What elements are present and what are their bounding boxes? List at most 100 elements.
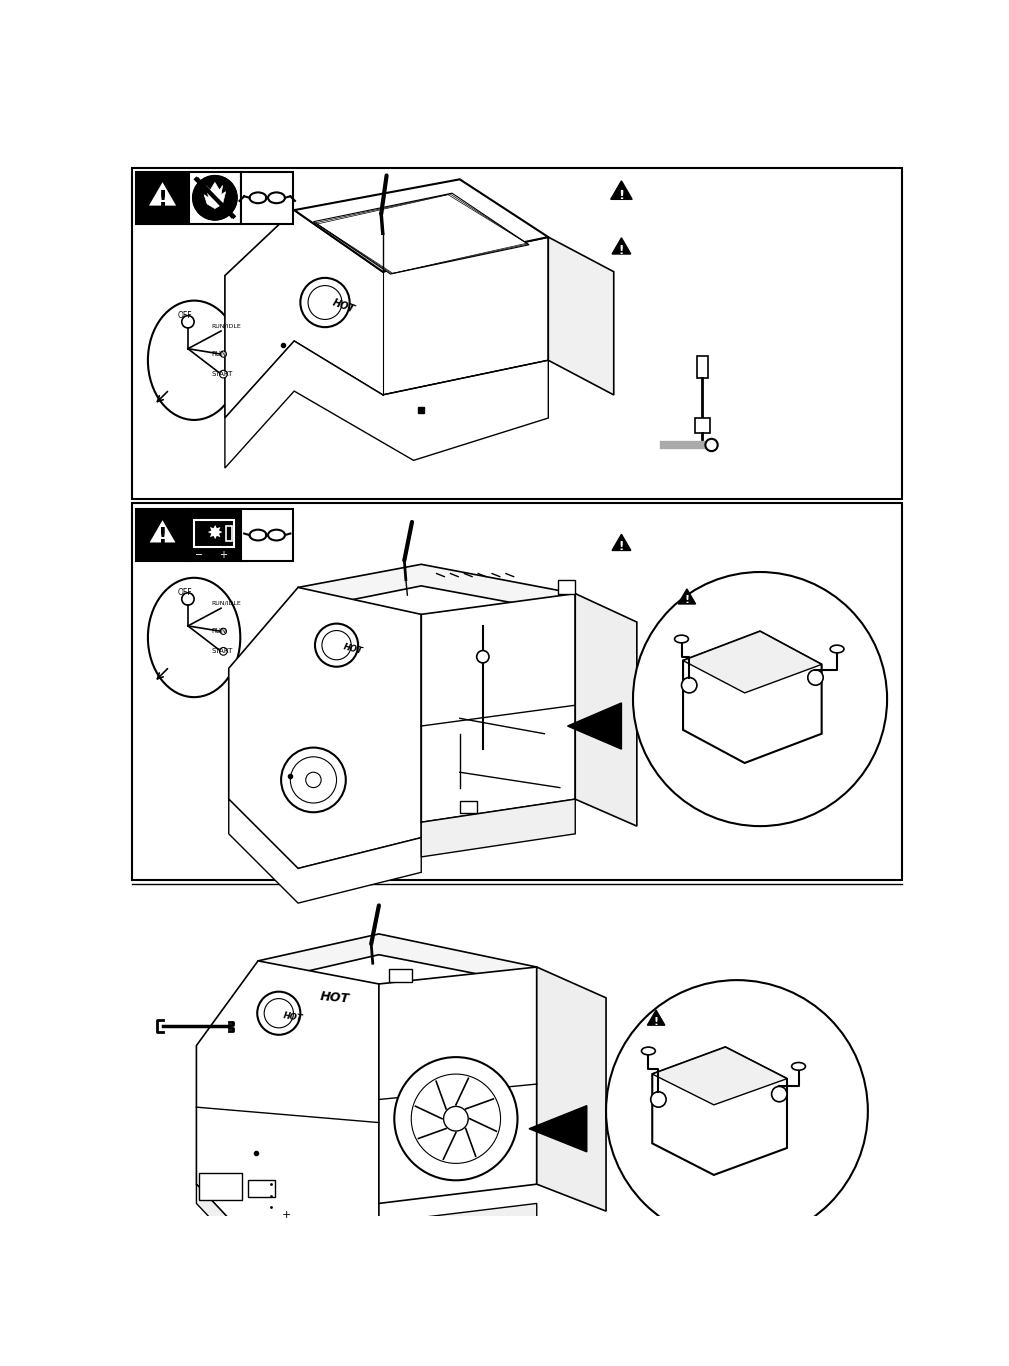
Text: +: + xyxy=(282,1210,292,1220)
Bar xyxy=(132,503,902,880)
Circle shape xyxy=(220,628,226,634)
Text: RUN: RUN xyxy=(211,628,226,634)
Polygon shape xyxy=(229,587,421,869)
Text: RUN/IDLE: RUN/IDLE xyxy=(211,600,241,605)
Polygon shape xyxy=(314,193,529,275)
Bar xyxy=(136,510,189,561)
Text: HOT: HOT xyxy=(283,1011,304,1023)
Bar xyxy=(694,418,710,433)
Circle shape xyxy=(322,631,351,660)
Ellipse shape xyxy=(268,530,285,541)
Circle shape xyxy=(220,351,226,357)
Ellipse shape xyxy=(268,193,285,204)
Polygon shape xyxy=(610,180,633,199)
Circle shape xyxy=(395,1057,518,1180)
Polygon shape xyxy=(612,534,631,550)
Polygon shape xyxy=(204,183,226,209)
Circle shape xyxy=(257,992,301,1035)
Text: −: − xyxy=(196,550,204,560)
Text: OFF: OFF xyxy=(178,311,192,320)
Polygon shape xyxy=(147,518,178,544)
Circle shape xyxy=(182,593,194,605)
Ellipse shape xyxy=(830,645,844,653)
Bar xyxy=(460,802,476,813)
Polygon shape xyxy=(147,180,178,206)
Polygon shape xyxy=(537,967,606,1212)
Circle shape xyxy=(220,370,227,378)
Circle shape xyxy=(291,757,337,803)
Bar xyxy=(189,510,241,561)
Text: !: ! xyxy=(157,190,167,209)
Polygon shape xyxy=(678,589,695,604)
Bar xyxy=(197,1223,381,1246)
Bar xyxy=(241,172,294,224)
Text: OFF: OFF xyxy=(178,589,192,597)
Circle shape xyxy=(412,1074,500,1164)
Polygon shape xyxy=(575,594,637,826)
Circle shape xyxy=(182,316,194,328)
Text: !: ! xyxy=(619,540,625,553)
Polygon shape xyxy=(197,960,379,1250)
Circle shape xyxy=(633,572,887,826)
Bar xyxy=(241,510,294,561)
Polygon shape xyxy=(529,1105,587,1152)
Circle shape xyxy=(651,1091,666,1108)
Text: HOT: HOT xyxy=(331,298,356,316)
Ellipse shape xyxy=(792,1063,805,1070)
Polygon shape xyxy=(612,238,631,254)
Polygon shape xyxy=(421,799,575,856)
Circle shape xyxy=(235,1244,250,1259)
Polygon shape xyxy=(648,1009,665,1024)
Circle shape xyxy=(306,772,321,788)
Circle shape xyxy=(808,669,823,686)
Polygon shape xyxy=(683,631,821,693)
Bar xyxy=(697,357,707,378)
Circle shape xyxy=(705,438,717,451)
Bar xyxy=(388,968,412,982)
Text: +: + xyxy=(219,550,227,560)
Text: RUN/IDLE: RUN/IDLE xyxy=(211,324,241,328)
Polygon shape xyxy=(548,238,613,395)
Polygon shape xyxy=(197,1184,537,1269)
Circle shape xyxy=(476,650,489,663)
Bar xyxy=(136,172,189,224)
Text: HOT: HOT xyxy=(320,990,350,1005)
Circle shape xyxy=(194,176,236,220)
Circle shape xyxy=(308,285,342,320)
Ellipse shape xyxy=(148,578,240,697)
Polygon shape xyxy=(298,564,575,615)
Bar xyxy=(248,1180,274,1197)
Circle shape xyxy=(220,647,227,656)
Ellipse shape xyxy=(148,301,240,419)
Circle shape xyxy=(772,1086,787,1102)
Bar xyxy=(189,172,241,224)
Text: RUN: RUN xyxy=(211,351,226,357)
Circle shape xyxy=(282,747,346,813)
Text: START: START xyxy=(211,649,232,654)
Ellipse shape xyxy=(249,193,266,204)
Text: !: ! xyxy=(654,1016,659,1027)
Bar xyxy=(226,526,232,541)
Circle shape xyxy=(444,1106,468,1131)
Circle shape xyxy=(606,981,868,1242)
Polygon shape xyxy=(225,210,548,418)
Polygon shape xyxy=(379,967,537,1203)
Polygon shape xyxy=(295,179,548,272)
Bar xyxy=(200,1172,242,1199)
Bar xyxy=(194,519,234,548)
Text: ✸: ✸ xyxy=(207,525,223,544)
Polygon shape xyxy=(258,934,537,985)
Bar xyxy=(132,168,902,499)
Polygon shape xyxy=(567,703,622,749)
Text: !: ! xyxy=(619,243,625,257)
Circle shape xyxy=(681,678,697,693)
Polygon shape xyxy=(652,1048,787,1175)
Polygon shape xyxy=(683,631,821,764)
Text: !: ! xyxy=(684,596,689,605)
Text: HOT: HOT xyxy=(343,642,364,656)
Circle shape xyxy=(301,277,350,328)
Text: START: START xyxy=(211,372,232,377)
Polygon shape xyxy=(421,594,575,822)
Polygon shape xyxy=(229,799,421,903)
Polygon shape xyxy=(652,1048,787,1105)
